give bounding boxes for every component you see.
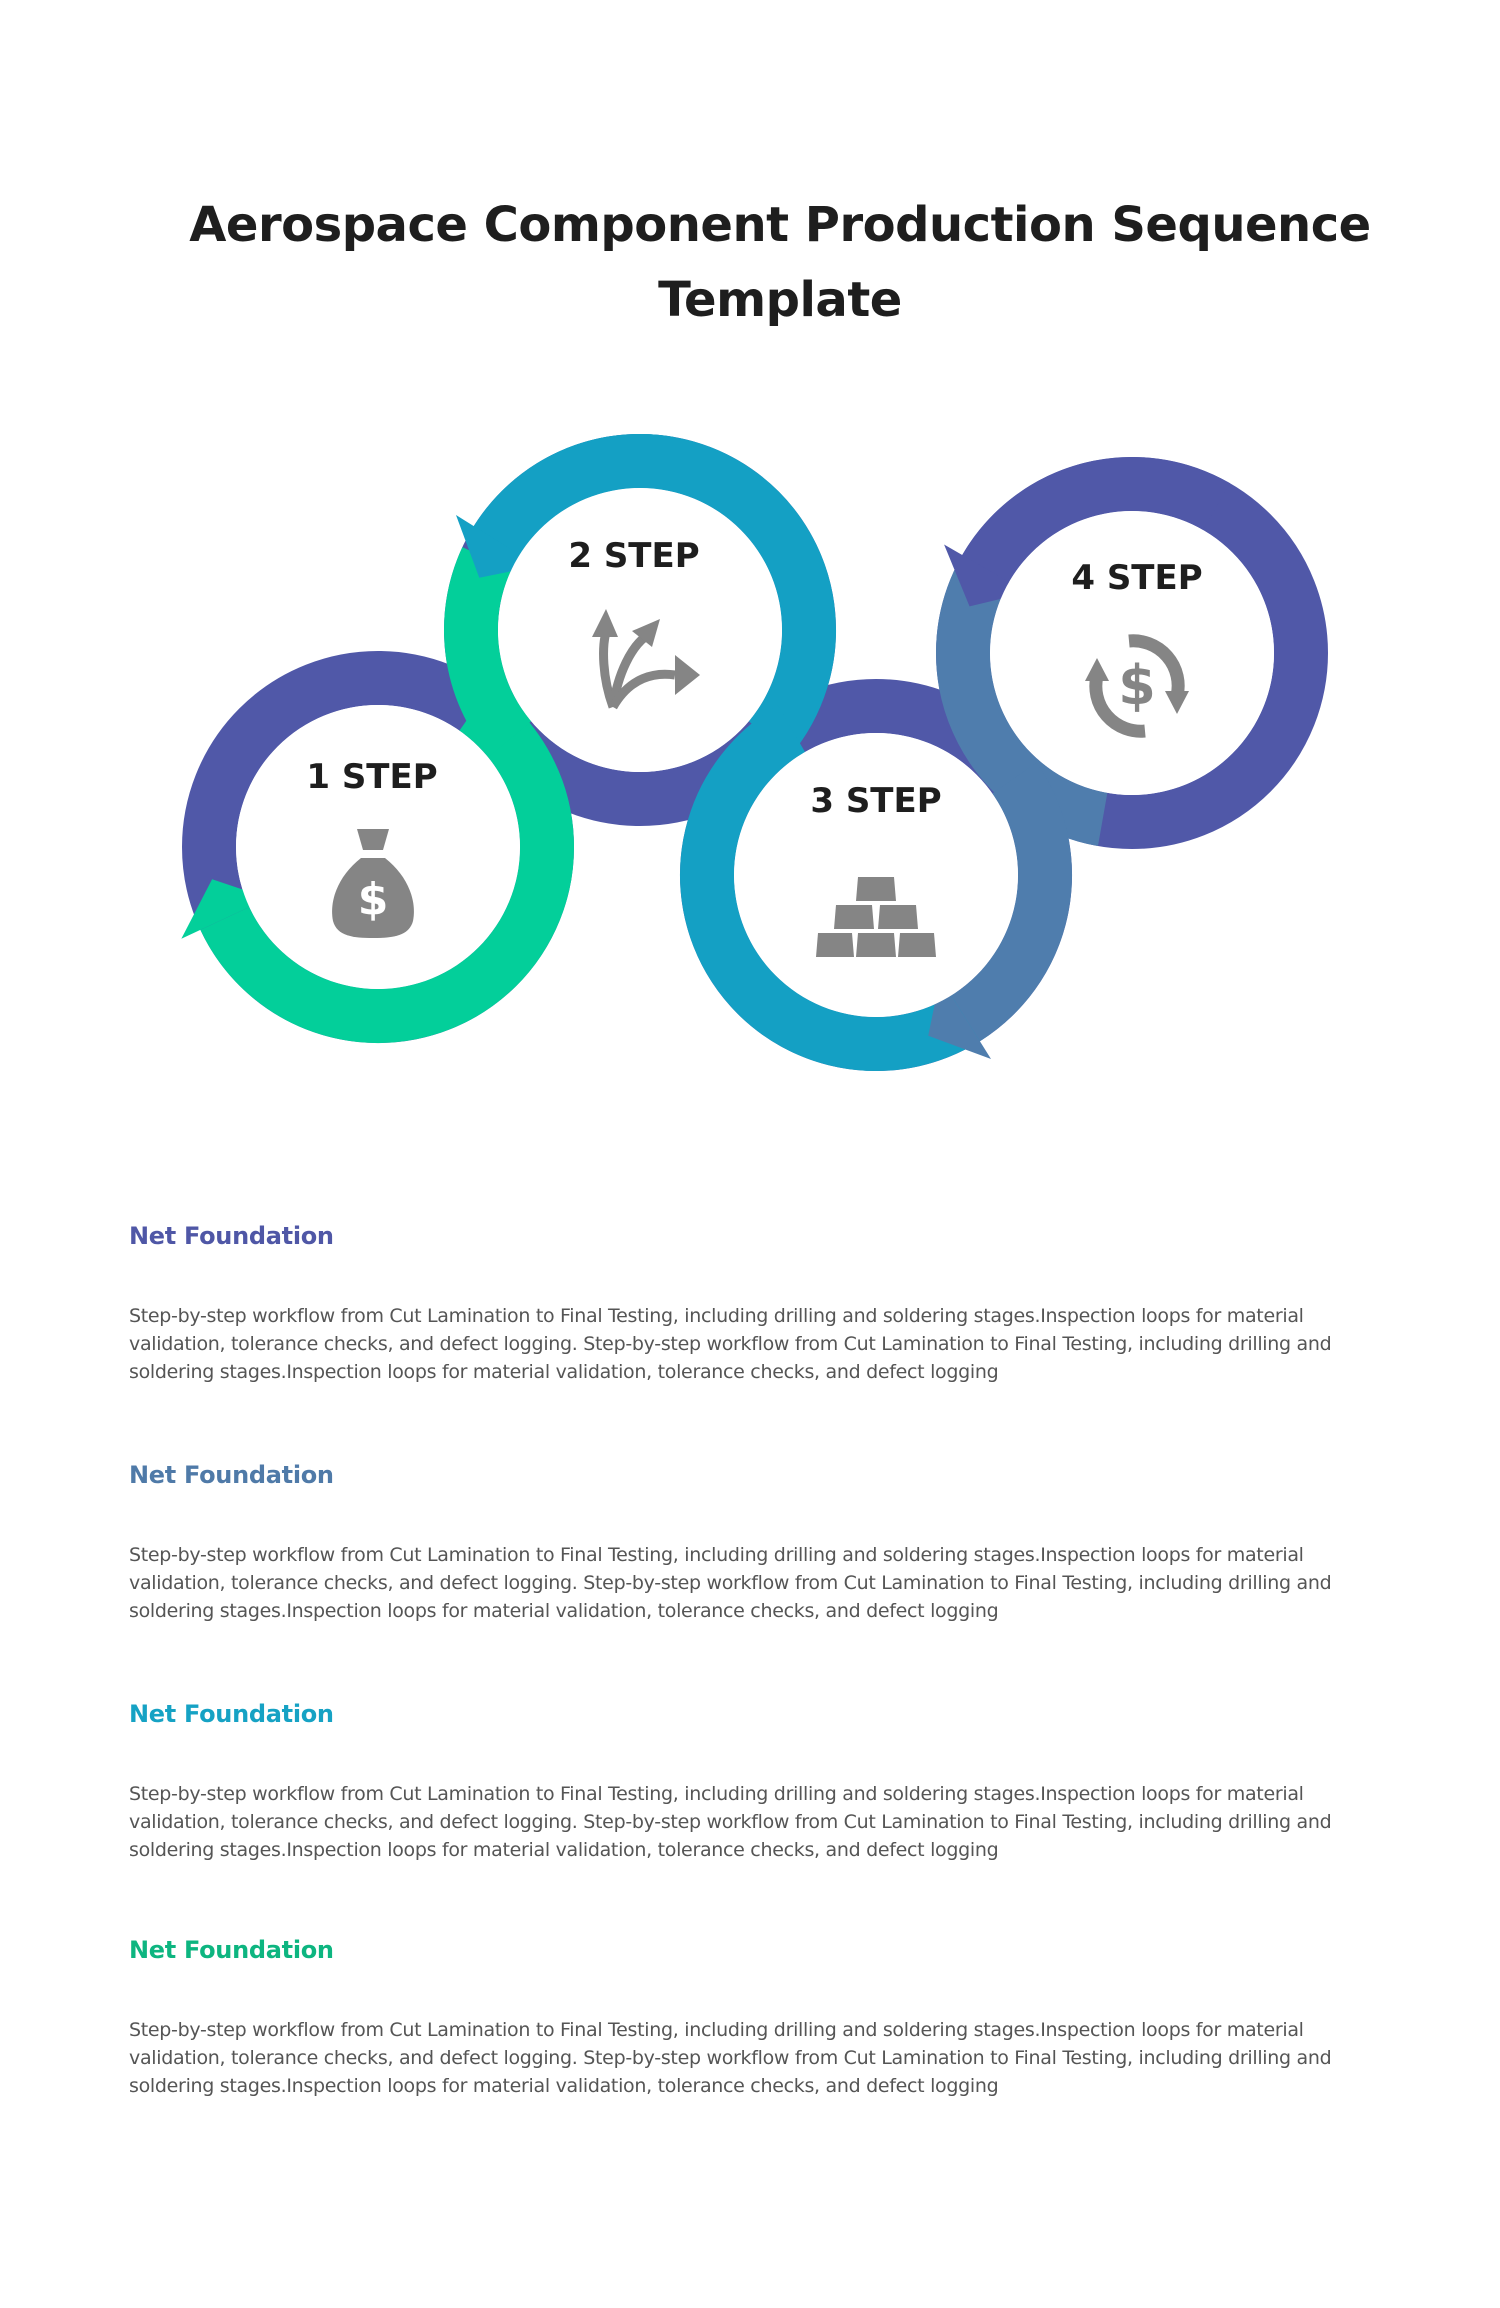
page-title: Aerospace Component Production Sequence … [189, 197, 1371, 328]
step-1-label: 1 STEP [306, 757, 437, 797]
section-2: Net Foundation Step-by-step workflow fro… [129, 1461, 1379, 1625]
gold-bars-icon [816, 877, 936, 957]
step-3-slate-arc [950, 762, 1072, 1042]
step-2-arrow-arc [473, 434, 675, 556]
step-4-label: 4 STEP [1071, 558, 1202, 598]
step-4-slate-arc [936, 570, 1108, 847]
cycle-diagram: 1 STEP 2 STEP 3 STEP 4 STEP $ $ [181, 434, 1328, 1071]
section-body: Step-by-step workflow from Cut Laminatio… [129, 1783, 1332, 1861]
section-1: Net Foundation Step-by-step workflow fro… [129, 1222, 1379, 1386]
section-3: Net Foundation Step-by-step workflow fro… [129, 1700, 1379, 1864]
step-3-center [734, 733, 1018, 1017]
step-3-label: 3 STEP [810, 781, 941, 821]
section-body: Step-by-step workflow from Cut Laminatio… [129, 1305, 1332, 1383]
svg-text:$: $ [1118, 654, 1156, 717]
section-4: Net Foundation Step-by-step workflow fro… [129, 1936, 1379, 2100]
section-heading: Net Foundation [129, 1936, 334, 1964]
step-4-center [990, 511, 1274, 795]
section-body: Step-by-step workflow from Cut Laminatio… [129, 1544, 1332, 1622]
section-heading: Net Foundation [129, 1222, 334, 1250]
svg-text:$: $ [358, 874, 389, 925]
step-3-teal-arc [680, 705, 989, 1071]
diverging-arrows-icon [592, 609, 700, 710]
section-heading: Net Foundation [129, 1700, 334, 1728]
step-4-arrow-arc [962, 457, 1230, 583]
section-heading: Net Foundation [129, 1461, 334, 1489]
step-1-green-arc [200, 686, 574, 1043]
dollar-cycle-icon: $ [1085, 634, 1189, 738]
money-bag-icon: $ [332, 829, 414, 938]
step-2-green-arc [444, 547, 532, 756]
step-2-label: 2 STEP [568, 536, 699, 576]
section-body: Step-by-step workflow from Cut Laminatio… [129, 2019, 1332, 2097]
